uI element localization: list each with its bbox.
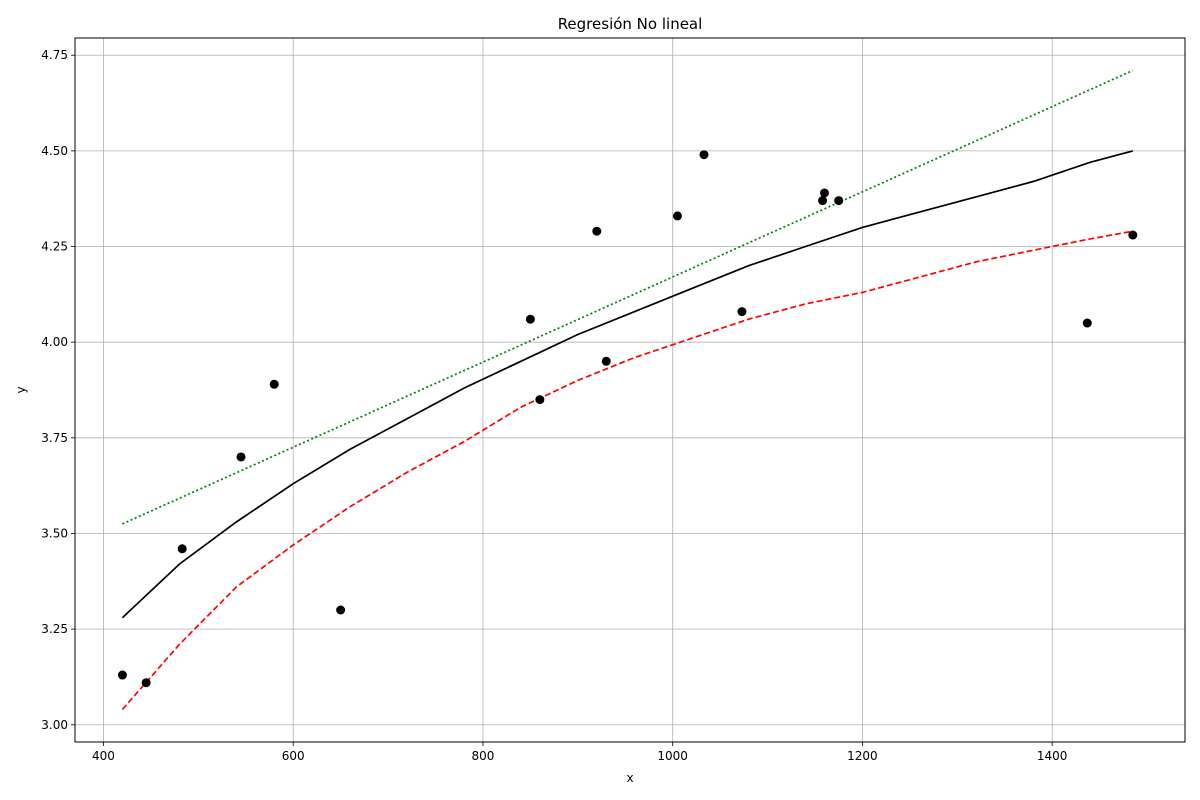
curve-dashed bbox=[121, 230, 1133, 711]
x-axis-label: x bbox=[626, 771, 633, 785]
y-tick-label: 3.00 bbox=[41, 718, 68, 732]
data-point bbox=[819, 188, 829, 198]
data-point bbox=[834, 196, 844, 206]
x-tick-label: 800 bbox=[471, 749, 494, 763]
x-tick-label: 1400 bbox=[1037, 749, 1068, 763]
curve-solid bbox=[121, 150, 1134, 619]
y-tick-label: 3.75 bbox=[41, 431, 68, 445]
y-axis-ticks: 3.00 3.25 3.50 3.75 4.00 4.25 4.50 4.75 bbox=[41, 48, 75, 732]
data-point bbox=[592, 226, 602, 236]
x-tick-label: 1000 bbox=[657, 749, 688, 763]
x-tick-label: 400 bbox=[92, 749, 115, 763]
data-point bbox=[1082, 318, 1092, 328]
data-point bbox=[336, 605, 346, 615]
y-tick-label: 4.25 bbox=[41, 240, 68, 254]
data-point bbox=[117, 670, 127, 680]
x-tick-label: 600 bbox=[282, 749, 305, 763]
data-point bbox=[672, 211, 682, 221]
data-point bbox=[737, 307, 747, 317]
data-point bbox=[818, 196, 828, 206]
plot-frame bbox=[74, 37, 1186, 743]
data-point bbox=[141, 678, 151, 688]
y-tick-label: 4.50 bbox=[41, 144, 68, 158]
points bbox=[117, 150, 1138, 688]
curves bbox=[121, 69, 1134, 711]
data-point bbox=[535, 395, 545, 405]
x-axis-ticks: 400 600 800 1000 1200 1400 bbox=[92, 742, 1067, 763]
data-point bbox=[177, 544, 187, 554]
data-point bbox=[525, 314, 535, 324]
data-point bbox=[601, 356, 611, 366]
data-point bbox=[269, 379, 279, 389]
y-tick-label: 3.50 bbox=[41, 526, 68, 540]
y-tick-label: 4.00 bbox=[41, 335, 68, 349]
data-point bbox=[1128, 230, 1138, 240]
chart-title: Regresión No lineal bbox=[558, 15, 703, 33]
grid bbox=[75, 38, 1185, 742]
curve-dotted bbox=[122, 69, 1134, 525]
x-tick-label: 1200 bbox=[847, 749, 878, 763]
y-tick-label: 4.75 bbox=[41, 48, 68, 62]
y-axis-label: y bbox=[14, 386, 28, 393]
y-tick-label: 3.25 bbox=[41, 622, 68, 636]
data-point bbox=[236, 452, 246, 462]
data-point bbox=[699, 150, 709, 160]
